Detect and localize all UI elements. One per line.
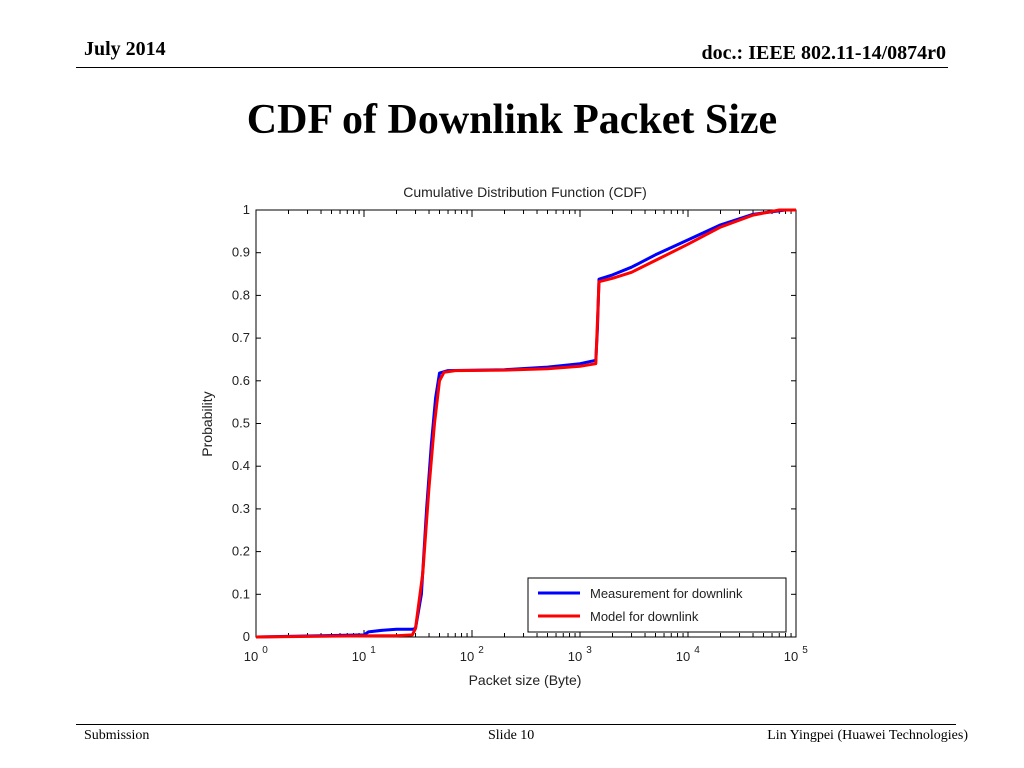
y-tick-label: 0.9 xyxy=(232,245,250,260)
y-tick-label: 0.7 xyxy=(232,330,250,345)
y-tick-label: 0.5 xyxy=(232,416,250,431)
y-tick-label: 0.4 xyxy=(232,458,250,473)
y-tick-label: 0.8 xyxy=(232,287,250,302)
x-axis-label: Packet size (Byte) xyxy=(469,672,582,688)
series-line-model xyxy=(255,208,796,639)
x-tick-label-base: 10 xyxy=(784,649,798,664)
header-date: July 2014 xyxy=(84,38,166,60)
y-tick-label: 0.6 xyxy=(232,373,250,388)
x-tick-label-exp: 2 xyxy=(478,645,484,656)
y-axis-label: Probability xyxy=(199,391,215,456)
x-tick-label-base: 10 xyxy=(568,649,582,664)
x-tick-label-base: 10 xyxy=(676,649,690,664)
legend-label: Measurement for downlink xyxy=(590,586,743,601)
x-tick-label-base: 10 xyxy=(244,649,258,664)
legend-label: Model for downlink xyxy=(590,609,699,624)
footer-author: Lin Yingpei (Huawei Technologies) xyxy=(767,728,968,743)
legend-box xyxy=(527,577,787,633)
chart-title: Cumulative Distribution Function (CDF) xyxy=(403,184,647,200)
x-tick-label-base: 10 xyxy=(352,649,366,664)
y-tick-label: 0.3 xyxy=(232,501,250,516)
footer-submission: Submission xyxy=(84,728,150,743)
x-tick-label-exp: 3 xyxy=(586,645,592,656)
x-tick-label-exp: 5 xyxy=(802,645,808,656)
y-tick-label: 0.1 xyxy=(232,586,250,601)
x-tick-label-exp: 4 xyxy=(694,645,700,656)
slide-title: CDF of Downlink Packet Size xyxy=(246,97,778,143)
y-tick-label: 0.2 xyxy=(232,544,250,559)
footer-slide-number: Slide 10 xyxy=(488,728,535,743)
footer-divider xyxy=(76,724,956,725)
header-divider xyxy=(76,67,948,68)
x-tick-label-base: 10 xyxy=(460,649,474,664)
y-tick-label: 1 xyxy=(243,202,250,217)
chart-plot-area: 0 0.1 0.2 0.3 0.4 0.5 0.6 0.7 0.8 0.9 1 10 0 10 1 10 2 10… xyxy=(232,202,808,664)
header-doc-id: doc.: IEEE 802.11-14/0874r0 xyxy=(701,42,946,64)
x-tick-label-exp: 1 xyxy=(370,645,376,656)
plot-frame xyxy=(255,209,797,638)
x-tick-label-exp: 0 xyxy=(262,645,268,656)
y-tick-label: 0 xyxy=(243,629,250,644)
